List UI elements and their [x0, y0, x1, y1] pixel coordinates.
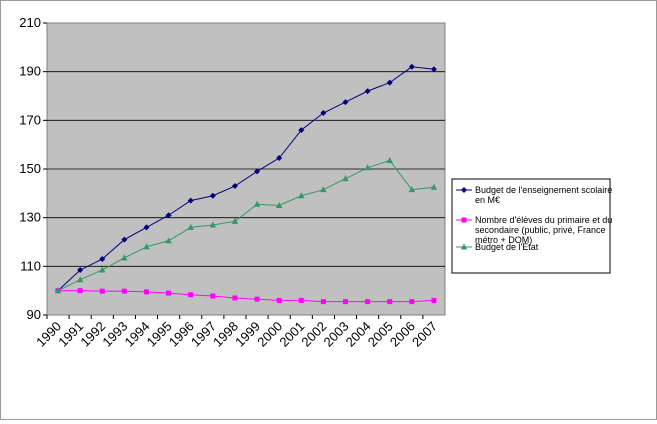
y-tick-label: 210 — [19, 15, 41, 30]
data-point — [275, 202, 283, 208]
y-tick-label: 190 — [19, 64, 41, 79]
data-point — [143, 243, 150, 250]
x-tick-label: 2007 — [409, 319, 440, 350]
data-point — [99, 288, 105, 294]
data-point — [99, 256, 106, 263]
data-point — [364, 164, 371, 171]
data-point — [276, 297, 282, 303]
data-point — [209, 221, 217, 228]
data-point — [298, 297, 304, 303]
legend-marker — [461, 187, 467, 193]
data-point — [143, 224, 150, 231]
data-point — [210, 293, 216, 299]
data-point — [144, 289, 149, 295]
data-point — [298, 192, 305, 199]
y-tick-label: 170 — [19, 112, 41, 127]
data-point — [408, 186, 416, 193]
data-point — [365, 299, 371, 305]
legend-label: Budget de l'Etat — [475, 242, 539, 252]
data-point — [232, 295, 238, 301]
legend-label: Budget de l'enseignement scolaire — [475, 185, 612, 195]
y-tick-label: 130 — [19, 210, 41, 225]
data-point — [165, 212, 172, 219]
data-point — [121, 288, 127, 294]
data-point — [386, 156, 393, 163]
legend-box — [451, 178, 611, 274]
data-point — [430, 66, 437, 73]
data-point — [431, 297, 437, 303]
data-point — [409, 299, 415, 305]
data-point — [77, 266, 84, 273]
data-point — [364, 88, 371, 95]
data-point — [209, 192, 216, 199]
data-point — [54, 287, 62, 294]
series-line — [57, 66, 434, 292]
y-tick-label: 90 — [27, 307, 41, 322]
data-point — [165, 237, 172, 244]
data-point — [121, 236, 128, 243]
data-point — [254, 168, 261, 175]
data-point — [188, 292, 194, 298]
data-point — [187, 197, 194, 204]
data-point — [254, 296, 260, 302]
data-point — [187, 223, 194, 230]
data-point — [253, 200, 261, 207]
data-point — [342, 175, 349, 182]
y-axis-ticks: 90 110 130 150 170 190 210 — [19, 15, 47, 322]
data-point — [387, 299, 393, 305]
series-line — [57, 159, 434, 292]
legend-marker — [460, 243, 468, 250]
data-point — [343, 299, 348, 305]
data-point — [166, 290, 172, 296]
series-lines — [54, 63, 438, 305]
data-point — [276, 155, 283, 162]
data-point — [430, 183, 438, 190]
series-line — [58, 290, 434, 303]
legend-label: secondaire (public, privé, France — [475, 225, 606, 235]
data-point — [76, 276, 84, 283]
data-point — [342, 99, 349, 106]
data-point — [99, 266, 106, 273]
data-point — [77, 288, 83, 294]
x-axis-ticks: 1990199119921993199419951996199719981999… — [33, 315, 440, 350]
data-point — [231, 183, 238, 190]
legend-label: Nombre d'élèves du primaire et du — [475, 215, 612, 225]
data-point — [298, 127, 305, 134]
y-tick-label: 110 — [20, 258, 41, 273]
data-point — [320, 110, 327, 117]
legend-marker — [461, 217, 467, 223]
legend-label: métro + DOM) — [475, 235, 532, 245]
data-point — [386, 79, 393, 86]
gridlines — [47, 71, 445, 267]
data-point — [408, 63, 415, 70]
series-2 — [55, 288, 437, 305]
data-point — [320, 186, 327, 193]
y-tick-label: 150 — [19, 161, 41, 176]
data-point — [121, 254, 128, 261]
data-point — [320, 299, 326, 305]
series-3 — [54, 156, 438, 294]
data-point — [231, 217, 239, 224]
legend-label: en M€ — [475, 195, 500, 205]
